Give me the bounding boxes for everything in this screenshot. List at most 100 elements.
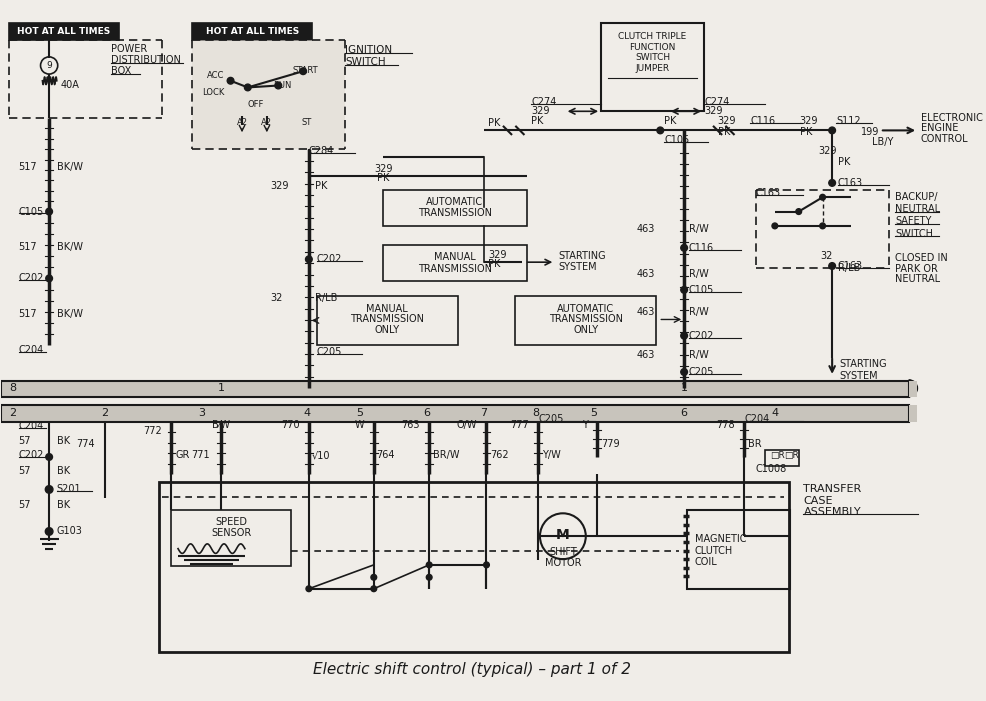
Text: CLUTCH TRIPLE: CLUTCH TRIPLE bbox=[618, 32, 687, 41]
Text: 463: 463 bbox=[636, 224, 655, 233]
Text: C202: C202 bbox=[317, 254, 342, 264]
Text: R/W: R/W bbox=[689, 350, 709, 360]
Text: 329: 329 bbox=[718, 116, 737, 126]
Circle shape bbox=[306, 586, 312, 592]
Text: 771: 771 bbox=[191, 450, 210, 460]
Text: BK/W: BK/W bbox=[57, 242, 83, 252]
Bar bbox=[908, 405, 917, 421]
Text: 57: 57 bbox=[19, 436, 32, 446]
Text: C204: C204 bbox=[19, 345, 43, 355]
Text: OFF: OFF bbox=[247, 100, 264, 109]
Text: TRANSMISSION: TRANSMISSION bbox=[350, 315, 424, 325]
Text: CLOSED IN: CLOSED IN bbox=[895, 253, 948, 264]
Text: W: W bbox=[355, 419, 364, 430]
Circle shape bbox=[426, 574, 432, 580]
Bar bbox=[192, 23, 312, 40]
Circle shape bbox=[819, 223, 825, 229]
Text: 1: 1 bbox=[680, 383, 687, 393]
Text: BK/W: BK/W bbox=[57, 308, 83, 319]
Text: MOTOR: MOTOR bbox=[544, 558, 581, 568]
Text: 329: 329 bbox=[531, 107, 550, 116]
Text: 4: 4 bbox=[771, 408, 778, 418]
Text: BACKUP/: BACKUP/ bbox=[895, 192, 938, 203]
Circle shape bbox=[819, 194, 825, 200]
Text: A2: A2 bbox=[237, 118, 247, 128]
Text: PARK OR: PARK OR bbox=[895, 264, 938, 274]
Text: G103: G103 bbox=[57, 526, 83, 536]
Text: 777: 777 bbox=[510, 419, 528, 430]
Text: SWITCH: SWITCH bbox=[895, 229, 933, 238]
Text: MAGNETIC: MAGNETIC bbox=[695, 534, 746, 544]
Text: 778: 778 bbox=[716, 419, 735, 430]
Text: PK: PK bbox=[488, 259, 501, 269]
Text: 762: 762 bbox=[490, 450, 509, 460]
Text: 1: 1 bbox=[218, 383, 225, 393]
Circle shape bbox=[829, 263, 835, 269]
Bar bbox=[172, 510, 291, 566]
Circle shape bbox=[227, 77, 234, 84]
Text: 57: 57 bbox=[19, 466, 32, 476]
Circle shape bbox=[426, 562, 432, 568]
Text: SWITCH: SWITCH bbox=[635, 53, 670, 62]
Text: CONTROL: CONTROL bbox=[921, 134, 968, 144]
Circle shape bbox=[483, 562, 489, 568]
Text: C105: C105 bbox=[665, 135, 689, 145]
Text: STARTING: STARTING bbox=[558, 252, 605, 261]
Text: C1008: C1008 bbox=[755, 464, 787, 475]
Text: AUTOMATIC: AUTOMATIC bbox=[557, 304, 614, 314]
Text: 763: 763 bbox=[401, 419, 420, 430]
Text: 329: 329 bbox=[374, 163, 392, 174]
Text: C105: C105 bbox=[689, 285, 714, 295]
Text: 5: 5 bbox=[356, 408, 363, 418]
Circle shape bbox=[45, 275, 52, 282]
Text: RUN: RUN bbox=[273, 81, 292, 90]
Text: 40A: 40A bbox=[60, 79, 80, 90]
Text: HOT AT ALL TIMES: HOT AT ALL TIMES bbox=[17, 27, 110, 36]
Text: ELECTRONIC: ELECTRONIC bbox=[921, 113, 983, 123]
Text: IGNITION: IGNITION bbox=[345, 45, 392, 55]
Text: STARTING: STARTING bbox=[840, 360, 887, 369]
Circle shape bbox=[45, 486, 53, 494]
Circle shape bbox=[45, 454, 52, 461]
Text: TRANSFER: TRANSFER bbox=[804, 484, 862, 494]
Bar bbox=[687, 510, 790, 589]
Circle shape bbox=[657, 127, 664, 134]
Circle shape bbox=[796, 209, 802, 215]
Text: C202: C202 bbox=[19, 450, 44, 460]
Text: ST: ST bbox=[302, 118, 313, 128]
Text: JUMPER: JUMPER bbox=[636, 64, 669, 73]
Text: C274: C274 bbox=[704, 97, 730, 107]
Text: 779: 779 bbox=[601, 439, 619, 449]
Text: C204: C204 bbox=[19, 421, 43, 431]
Circle shape bbox=[772, 223, 778, 229]
Text: PK: PK bbox=[488, 118, 501, 128]
Text: C204: C204 bbox=[744, 414, 769, 424]
Text: ACC: ACC bbox=[207, 71, 224, 79]
Text: BOX: BOX bbox=[111, 66, 131, 76]
Text: C163: C163 bbox=[838, 261, 863, 271]
Text: SHIFT: SHIFT bbox=[549, 547, 577, 557]
Bar bbox=[1, 381, 908, 397]
Text: 329: 329 bbox=[488, 250, 507, 259]
Circle shape bbox=[45, 528, 53, 536]
Circle shape bbox=[680, 287, 687, 293]
Circle shape bbox=[45, 208, 52, 215]
Text: BK: BK bbox=[57, 500, 70, 510]
Text: 329: 329 bbox=[818, 147, 837, 156]
Text: PK: PK bbox=[800, 128, 812, 137]
Text: FUNCTION: FUNCTION bbox=[629, 43, 675, 52]
Text: 774: 774 bbox=[76, 439, 95, 449]
Text: TRANSMISSION: TRANSMISSION bbox=[418, 208, 492, 219]
Text: C205: C205 bbox=[689, 367, 714, 377]
Text: 6: 6 bbox=[680, 408, 687, 418]
Text: BK: BK bbox=[57, 466, 70, 476]
Text: PK: PK bbox=[838, 157, 850, 167]
Text: CLUTCH: CLUTCH bbox=[695, 545, 733, 556]
Text: CASE: CASE bbox=[804, 496, 833, 506]
Text: 764: 764 bbox=[377, 450, 395, 460]
Text: MANUAL: MANUAL bbox=[434, 252, 476, 262]
Text: R/W: R/W bbox=[689, 224, 709, 233]
Text: R/LB: R/LB bbox=[315, 292, 337, 303]
Text: 463: 463 bbox=[636, 350, 655, 360]
Text: BK: BK bbox=[57, 436, 70, 446]
